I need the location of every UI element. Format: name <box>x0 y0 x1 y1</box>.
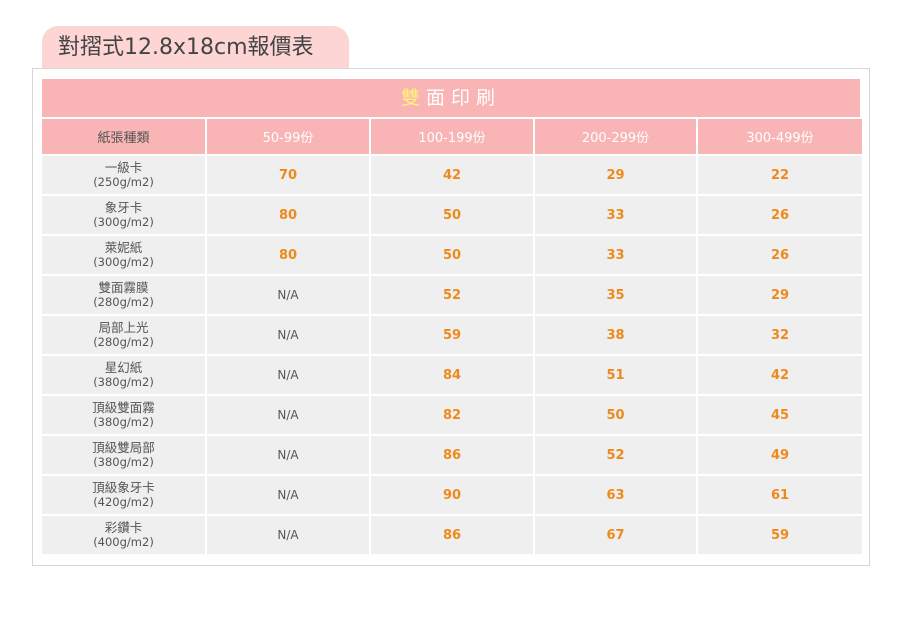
section-banner: 雙面印刷 <box>42 79 860 117</box>
paper-type-cell: 象牙卡 (300g/m2) <box>42 196 205 234</box>
price-cell: 29 <box>698 276 862 314</box>
column-header-qty-200-299: 200-299份 <box>535 119 696 154</box>
price-cell: 32 <box>698 316 862 354</box>
table-row: 頂級雙面霧 (380g/m2) N/A 82 50 45 <box>42 396 862 434</box>
price-cell: 38 <box>535 316 696 354</box>
price-cell: 42 <box>371 156 533 194</box>
price-cell: 80 <box>207 236 369 274</box>
paper-type-cell: 一級卡 (250g/m2) <box>42 156 205 194</box>
price-cell: 59 <box>698 516 862 554</box>
table-row: 一級卡 (250g/m2) 70 42 29 22 <box>42 156 862 194</box>
price-cell: 59 <box>371 316 533 354</box>
price-cell: 33 <box>535 196 696 234</box>
page-title: 對摺式12.8x18cm報價表 <box>42 26 349 68</box>
price-cell: 52 <box>371 276 533 314</box>
price-cell: 45 <box>698 396 862 434</box>
price-cell: 29 <box>535 156 696 194</box>
table-row: 局部上光 (280g/m2) N/A 59 38 32 <box>42 316 862 354</box>
price-cell: 26 <box>698 236 862 274</box>
price-cell: 35 <box>535 276 696 314</box>
paper-name: 一級卡 <box>104 160 143 175</box>
banner-highlight-char: 雙 <box>400 87 426 109</box>
paper-name: 星幻紙 <box>104 360 143 375</box>
paper-name: 頂級雙局部 <box>92 440 155 455</box>
price-cell: 86 <box>371 436 533 474</box>
paper-name: 象牙卡 <box>104 200 143 215</box>
price-cell: 33 <box>535 236 696 274</box>
price-cell: 42 <box>698 356 862 394</box>
column-header-qty-50-99: 50-99份 <box>207 119 369 154</box>
column-header-qty-300-499: 300-499份 <box>698 119 862 154</box>
paper-weight: (400g/m2) <box>93 535 154 549</box>
price-cell: 84 <box>371 356 533 394</box>
price-cell: 82 <box>371 396 533 434</box>
paper-weight: (380g/m2) <box>93 455 154 469</box>
paper-name: 彩鑽卡 <box>104 520 143 535</box>
column-header-qty-100-199: 100-199份 <box>371 119 533 154</box>
price-cell: 26 <box>698 196 862 234</box>
paper-weight: (300g/m2) <box>93 255 154 269</box>
price-cell: 90 <box>371 476 533 514</box>
price-cell: 63 <box>535 476 696 514</box>
paper-type-cell: 頂級雙局部 (380g/m2) <box>42 436 205 474</box>
table-row: 象牙卡 (300g/m2) 80 50 33 26 <box>42 196 862 234</box>
price-cell: 67 <box>535 516 696 554</box>
paper-type-cell: 彩鑽卡 (400g/m2) <box>42 516 205 554</box>
price-cell: 50 <box>535 396 696 434</box>
table-row: 雙面霧膜 (280g/m2) N/A 52 35 29 <box>42 276 862 314</box>
price-cell: 61 <box>698 476 862 514</box>
price-table: 紙張種類 50-99份 100-199份 200-299份 300-499份 一… <box>40 117 864 556</box>
paper-name: 頂級雙面霧 <box>92 400 155 415</box>
price-cell: N/A <box>207 276 369 314</box>
price-cell: N/A <box>207 436 369 474</box>
paper-type-cell: 雙面霧膜 (280g/m2) <box>42 276 205 314</box>
paper-type-cell: 局部上光 (280g/m2) <box>42 316 205 354</box>
price-cell: N/A <box>207 316 369 354</box>
price-cell: N/A <box>207 396 369 434</box>
price-cell: 70 <box>207 156 369 194</box>
paper-type-cell: 星幻紙 (380g/m2) <box>42 356 205 394</box>
paper-type-cell: 頂級象牙卡 (420g/m2) <box>42 476 205 514</box>
price-cell: 49 <box>698 436 862 474</box>
paper-weight: (280g/m2) <box>93 295 154 309</box>
price-cell: 80 <box>207 196 369 234</box>
paper-name: 局部上光 <box>98 320 149 335</box>
price-cell: 22 <box>698 156 862 194</box>
paper-type-cell: 萊妮紙 (300g/m2) <box>42 236 205 274</box>
paper-weight: (300g/m2) <box>93 215 154 229</box>
paper-name: 萊妮紙 <box>104 240 143 255</box>
price-cell: N/A <box>207 356 369 394</box>
table-row: 頂級雙局部 (380g/m2) N/A 86 52 49 <box>42 436 862 474</box>
table-row: 彩鑽卡 (400g/m2) N/A 86 67 59 <box>42 516 862 554</box>
banner-text: 面印刷 <box>426 87 502 109</box>
paper-name: 頂級象牙卡 <box>92 480 155 495</box>
table-header-row: 紙張種類 50-99份 100-199份 200-299份 300-499份 <box>42 119 862 154</box>
price-cell: 86 <box>371 516 533 554</box>
column-header-paper-type: 紙張種類 <box>42 119 205 154</box>
price-cell: N/A <box>207 516 369 554</box>
price-cell: N/A <box>207 476 369 514</box>
table-row: 萊妮紙 (300g/m2) 80 50 33 26 <box>42 236 862 274</box>
paper-weight: (380g/m2) <box>93 375 154 389</box>
table-row: 星幻紙 (380g/m2) N/A 84 51 42 <box>42 356 862 394</box>
paper-weight: (280g/m2) <box>93 335 154 349</box>
price-cell: 50 <box>371 236 533 274</box>
paper-type-cell: 頂級雙面霧 (380g/m2) <box>42 396 205 434</box>
paper-weight: (420g/m2) <box>93 495 154 509</box>
price-cell: 50 <box>371 196 533 234</box>
paper-name: 雙面霧膜 <box>98 280 149 295</box>
price-cell: 51 <box>535 356 696 394</box>
table-row: 頂級象牙卡 (420g/m2) N/A 90 63 61 <box>42 476 862 514</box>
paper-weight: (250g/m2) <box>93 175 154 189</box>
price-cell: 52 <box>535 436 696 474</box>
paper-weight: (380g/m2) <box>93 415 154 429</box>
